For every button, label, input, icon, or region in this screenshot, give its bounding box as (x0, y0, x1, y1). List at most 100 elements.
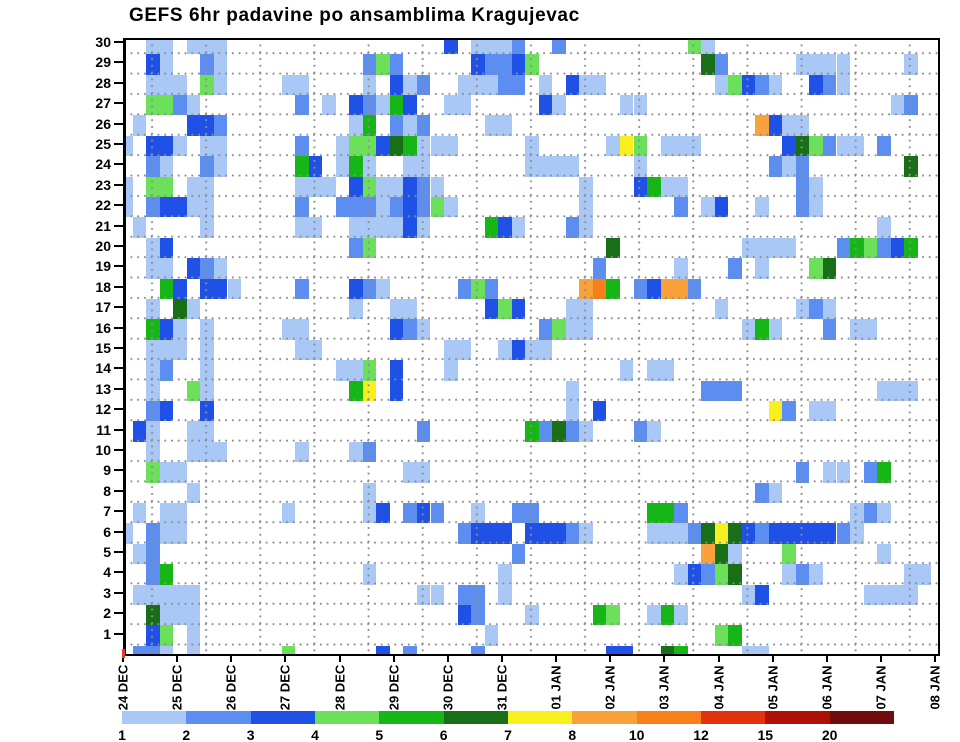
heatmap-cell (403, 299, 417, 320)
y-axis-tick (114, 122, 123, 125)
heatmap-cell (159, 197, 174, 218)
colorbar-segment (829, 711, 894, 724)
heatmap-cell (498, 584, 512, 605)
heatmap-cell (741, 645, 756, 654)
heatmap-cell (403, 115, 417, 136)
x-axis-date-label: 30 DEC (440, 664, 456, 711)
heatmap-cell (376, 645, 390, 654)
heatmap-cell (349, 156, 363, 177)
heatmap-cell (850, 135, 864, 157)
colorbar-segment (507, 711, 573, 724)
heatmap-cell (674, 564, 688, 585)
x-axis-date-label: 26 DEC (223, 664, 239, 711)
heatmap-cell (159, 278, 174, 299)
heatmap-cells (126, 40, 938, 654)
y-axis-label: 13 (95, 380, 111, 397)
plot-area (123, 38, 940, 656)
heatmap-cell (755, 237, 769, 259)
x-axis-date-label: 03 JAN (656, 665, 672, 710)
heatmap-cell (173, 197, 187, 218)
heatmap-cell (430, 135, 445, 157)
heatmap-cell (362, 564, 377, 585)
heatmap-cell (890, 237, 905, 259)
heatmap-cell (674, 523, 688, 544)
heatmap-cell (362, 115, 377, 136)
x-axis-date-label: 24 DEC (115, 664, 131, 711)
y-axis-tick (114, 326, 123, 329)
heatmap-cell (701, 197, 715, 218)
heatmap-cell (295, 74, 309, 95)
heatmap-cell (836, 462, 851, 483)
x-axis-tick (879, 654, 882, 662)
heatmap-cell (349, 217, 363, 238)
y-axis-tick (114, 163, 123, 166)
heatmap-cell (173, 135, 187, 157)
heatmap-cell (660, 360, 675, 381)
heatmap-cell (714, 543, 729, 565)
heatmap-cell (146, 360, 160, 381)
heatmap-cell (647, 421, 661, 442)
heatmap-cell (565, 74, 580, 95)
heatmap-cell (376, 95, 390, 116)
heatmap-cell (349, 197, 363, 218)
heatmap-cell (525, 339, 539, 361)
heatmap-cell (200, 401, 214, 422)
heatmap-cell (525, 135, 539, 157)
heatmap-cell (890, 380, 905, 401)
heatmap-cell (579, 299, 593, 320)
heatmap-cell (159, 339, 174, 361)
heatmap-cell (768, 319, 783, 340)
heatmap-cell (295, 135, 309, 157)
heatmap-cell (687, 40, 702, 55)
heatmap-cell (416, 462, 431, 483)
heatmap-cell (565, 319, 580, 340)
heatmap-cell (782, 237, 796, 259)
heatmap-cell (498, 74, 512, 95)
heatmap-cell (159, 95, 174, 116)
heatmap-cell (146, 441, 160, 463)
x-axis-tick (934, 654, 936, 662)
heatmap-cell (389, 115, 404, 136)
heatmap-cell (877, 503, 891, 524)
heatmap-cell (795, 176, 810, 197)
y-axis-label: 23 (95, 176, 111, 193)
heatmap-cell (863, 584, 878, 605)
colorbar-value-label: 15 (757, 727, 774, 742)
x-axis-date-label: 28 DEC (332, 664, 347, 711)
heatmap-cell (701, 40, 715, 55)
heatmap-cell (349, 95, 363, 116)
heatmap-cell (674, 258, 688, 279)
heatmap-cell (755, 197, 769, 218)
colorbar-value-label: 4 (311, 727, 319, 742)
heatmap-cell (579, 278, 593, 299)
heatmap-cell (308, 217, 323, 238)
heatmap-cell (687, 564, 702, 585)
heatmap-cell (498, 54, 512, 75)
y-axis-label: 19 (95, 258, 111, 275)
heatmap-cell (674, 197, 688, 218)
heatmap-cell (877, 380, 891, 401)
y-axis-label: 4 (103, 564, 111, 581)
heatmap-cell (186, 40, 201, 55)
heatmap-cell (822, 258, 837, 279)
heatmap-cell (633, 135, 648, 157)
heatmap-cell (444, 95, 458, 116)
heatmap-cell (159, 584, 174, 605)
heatmap-cell (471, 503, 485, 524)
heatmap-cell (200, 278, 214, 299)
heatmap-cell (200, 339, 214, 361)
heatmap-cell (159, 462, 174, 483)
y-axis-label: 11 (96, 421, 111, 438)
y-axis-label: 14 (95, 360, 111, 377)
heatmap-cell (389, 54, 404, 75)
heatmap-cell (159, 54, 174, 75)
heatmap-cell (768, 115, 783, 136)
heatmap-cell (403, 319, 417, 340)
heatmap-cell (213, 74, 228, 95)
heatmap-cell (714, 523, 729, 544)
heatmap-cell (471, 584, 485, 605)
heatmap-cell (619, 360, 634, 381)
heatmap-cell (146, 176, 160, 197)
heatmap-cell (498, 339, 512, 361)
heatmap-cell (146, 299, 160, 320)
